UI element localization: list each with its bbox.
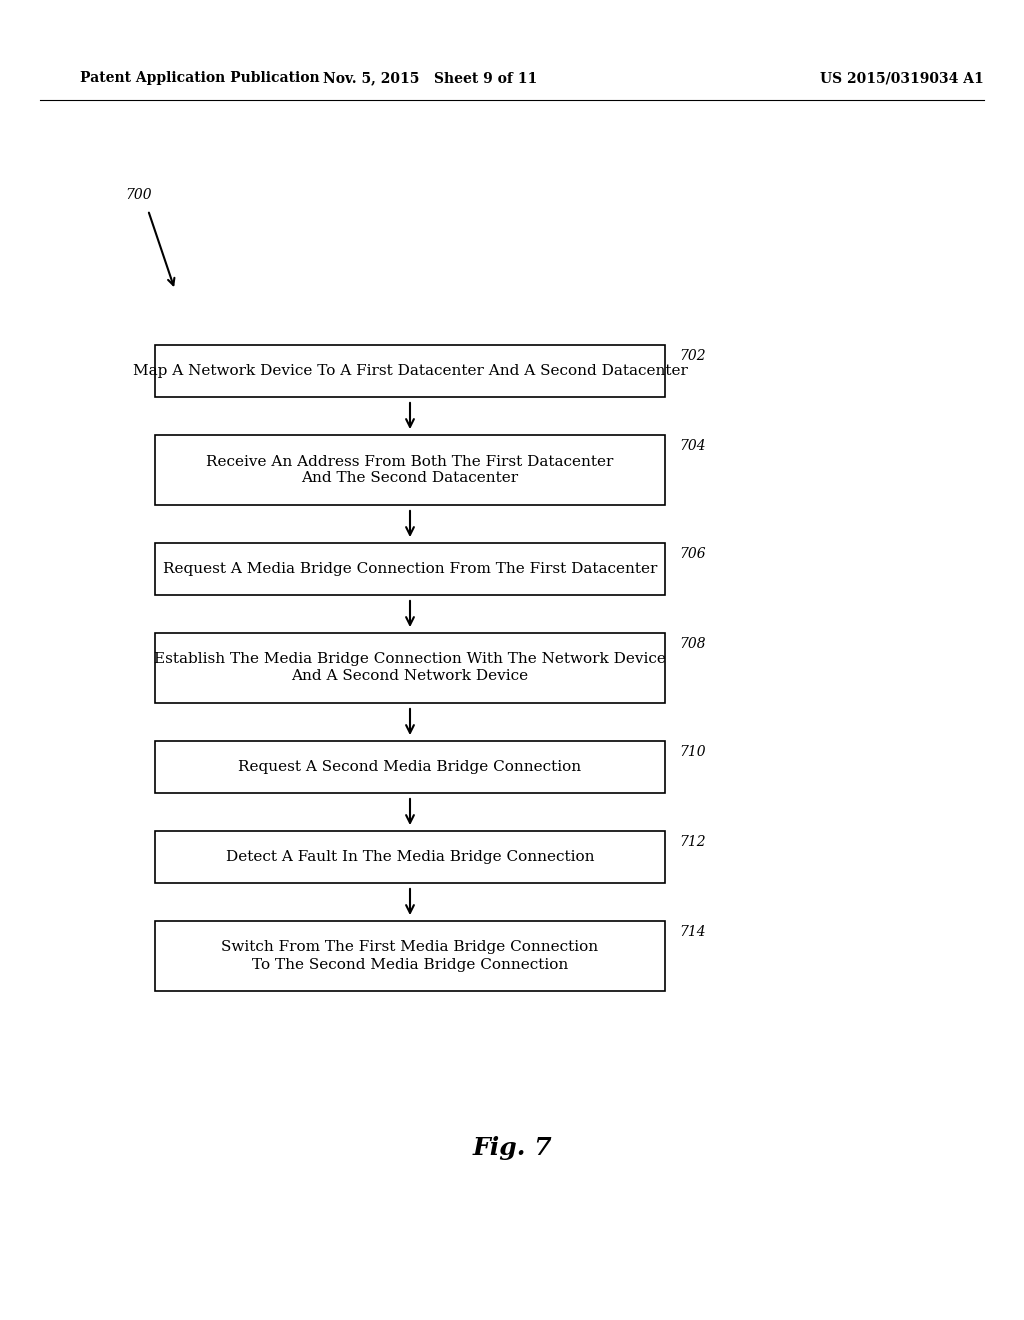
Text: 708: 708	[679, 638, 706, 651]
Text: And The Second Datacenter: And The Second Datacenter	[301, 471, 518, 486]
Text: Nov. 5, 2015   Sheet 9 of 11: Nov. 5, 2015 Sheet 9 of 11	[323, 71, 538, 84]
Text: Switch From The First Media Bridge Connection: Switch From The First Media Bridge Conne…	[221, 940, 599, 954]
Bar	[155, 543, 665, 595]
Text: Establish The Media Bridge Connection With The Network Device: Establish The Media Bridge Connection Wi…	[154, 652, 666, 667]
Bar	[155, 741, 665, 793]
Text: Fig. 7: Fig. 7	[472, 1137, 552, 1160]
Bar	[155, 921, 665, 991]
Text: Receive An Address From Both The First Datacenter: Receive An Address From Both The First D…	[206, 454, 613, 469]
Bar	[155, 832, 665, 883]
Bar	[155, 634, 665, 704]
Text: 700: 700	[125, 187, 152, 202]
Text: Patent Application Publication: Patent Application Publication	[80, 71, 319, 84]
Text: Map A Network Device To A First Datacenter And A Second Datacenter: Map A Network Device To A First Datacent…	[132, 364, 687, 378]
Text: Request A Second Media Bridge Connection: Request A Second Media Bridge Connection	[239, 760, 582, 774]
Bar	[155, 345, 665, 397]
Text: And A Second Network Device: And A Second Network Device	[292, 669, 528, 684]
Text: Request A Media Bridge Connection From The First Datacenter: Request A Media Bridge Connection From T…	[163, 562, 657, 576]
Text: 704: 704	[679, 440, 706, 453]
Text: Detect A Fault In The Media Bridge Connection: Detect A Fault In The Media Bridge Conne…	[225, 850, 594, 865]
Text: US 2015/0319034 A1: US 2015/0319034 A1	[820, 71, 984, 84]
Text: To The Second Media Bridge Connection: To The Second Media Bridge Connection	[252, 957, 568, 972]
Text: 702: 702	[679, 348, 706, 363]
Text: 712: 712	[679, 836, 706, 849]
Text: 710: 710	[679, 744, 706, 759]
Bar	[155, 436, 665, 506]
Text: 706: 706	[679, 546, 706, 561]
Text: 714: 714	[679, 925, 706, 939]
